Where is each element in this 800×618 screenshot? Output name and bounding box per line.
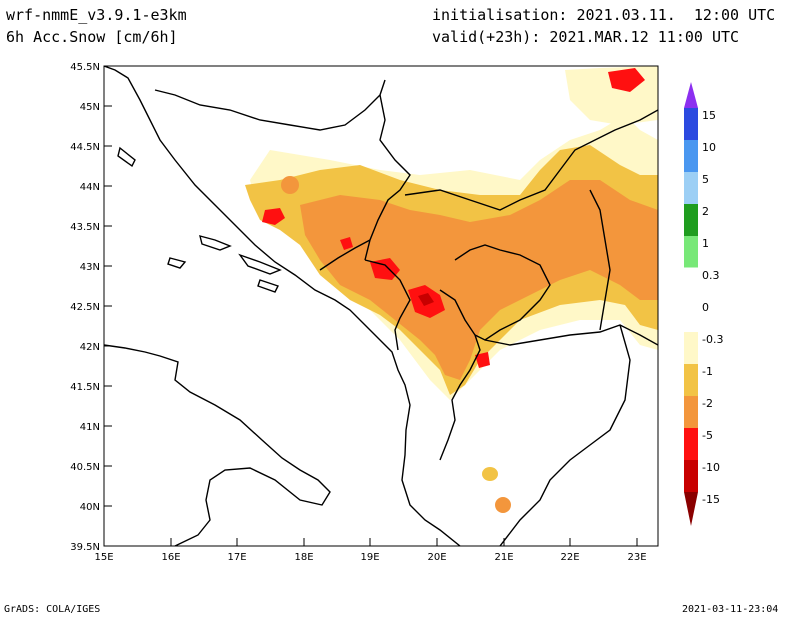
- lon-label: 16E: [161, 552, 180, 563]
- lat-label: 41.5N: [70, 382, 100, 393]
- colorbar-swatch-minus-0.3: [684, 332, 698, 364]
- lat-label: 42.5N: [70, 302, 100, 313]
- lon-label: 22E: [560, 552, 579, 563]
- island-3: [238, 253, 282, 275]
- snow-spot-c: [281, 176, 299, 194]
- lon-label: 19E: [360, 552, 379, 563]
- albania-macedonia-border: [439, 289, 481, 461]
- colorbar-label: 1: [702, 237, 709, 250]
- lon-labels: 15E 16E 17E 18E 19E 20E 21E 22E 23E: [94, 552, 646, 563]
- colorbar-labels: 15 10 5 2 1 0.3 0 -0.3 -1 -2 -5 -10 -15: [702, 109, 723, 506]
- lat-label: 43N: [80, 262, 100, 273]
- colorbar-arrow-top: [684, 82, 698, 108]
- map-boundaries: [104, 66, 658, 546]
- adriatic-east-coastline: [104, 66, 461, 546]
- lat-ticks: [104, 65, 112, 547]
- island-1: [117, 146, 136, 168]
- colorbar-label: -10: [702, 461, 720, 474]
- lat-label: 40.5N: [70, 462, 100, 473]
- snow-patch-minus-5-a: [262, 208, 285, 225]
- colorbar-label: 10: [702, 141, 716, 154]
- snow-band-minus-2: [300, 180, 658, 380]
- lat-label: 40N: [80, 502, 100, 513]
- lat-label: 45N: [80, 102, 100, 113]
- serbia-bulgaria-border: [589, 189, 611, 331]
- island-2: [199, 235, 232, 251]
- greece-coastline: [499, 324, 631, 546]
- colorbar-swatch-minus-10: [684, 460, 698, 492]
- snow-patch-minus-5-f: [475, 352, 490, 368]
- colorbar-label: 5: [702, 173, 709, 186]
- colorbar-swatch-2: [684, 204, 698, 236]
- island-5: [167, 257, 187, 269]
- snow-patch-minus-5-d: [608, 68, 645, 92]
- colorbar-label: -0.3: [702, 333, 723, 346]
- lat-label: 41N: [80, 422, 100, 433]
- lat-label: 44N: [80, 182, 100, 193]
- lat-label: 42N: [80, 342, 100, 353]
- lon-label: 20E: [427, 552, 446, 563]
- lon-label: 21E: [494, 552, 513, 563]
- colorbar-label: -5: [702, 429, 713, 442]
- colorbar-label: -2: [702, 397, 713, 410]
- footer-credit: GrADS: COLA/IGES: [4, 604, 101, 615]
- snow-patch-minus-10: [418, 293, 434, 306]
- lat-label: 44.5N: [70, 142, 100, 153]
- footer-timestamp: 2021-03-11-23:04: [682, 604, 779, 615]
- lat-label: 39.5N: [70, 542, 100, 553]
- colorbar-arrow-bottom: [684, 492, 698, 526]
- montenegro-albania-border: [364, 259, 411, 351]
- lon-label: 18E: [294, 552, 313, 563]
- initialisation-time: initialisation: 2021.03.11. 12:00 UTC: [432, 6, 776, 24]
- colorbar-swatch-minus-1: [684, 364, 698, 396]
- lat-label: 43.5N: [70, 222, 100, 233]
- lon-label: 23E: [627, 552, 646, 563]
- island-4: [257, 279, 279, 293]
- bosnia-serbia-border: [364, 94, 411, 261]
- croatia-border-north: [154, 79, 386, 131]
- serbia-romania-border: [404, 109, 658, 211]
- colorbar-label: 15: [702, 109, 716, 122]
- lon-ticks: [103, 538, 638, 546]
- valid-time: valid(+23h): 2021.MAR.12 11:00 UTC: [432, 28, 740, 46]
- snow-spot-b: [495, 497, 511, 513]
- lon-label: 17E: [227, 552, 246, 563]
- colorbar-label: 0: [702, 301, 709, 314]
- colorbar-label: 2: [702, 205, 709, 218]
- colorbar-swatch-1: [684, 236, 698, 268]
- variable-title: 6h Acc.Snow [cm/6h]: [6, 28, 178, 46]
- colorbar-label: 0.3: [702, 269, 720, 282]
- colorbar-swatch-minus-2: [684, 396, 698, 428]
- model-title: wrf-nmmE_v3.9.1-e3km: [6, 6, 187, 24]
- color-bar: [683, 82, 699, 526]
- lon-label: 15E: [94, 552, 113, 563]
- colorbar-swatch-15: [684, 108, 698, 140]
- snow-field: [245, 66, 658, 513]
- kosovo-border: [454, 244, 551, 341]
- colorbar-label: -15: [702, 493, 720, 506]
- lat-labels: 45.5N 45N 44.5N 44N 43.5N 43N 42.5N 42N …: [70, 62, 100, 553]
- lat-label: 45.5N: [70, 62, 100, 73]
- colorbar-swatch-5: [684, 172, 698, 204]
- colorbar-swatch-minus-5: [684, 428, 698, 460]
- colorbar-swatch-10: [684, 140, 698, 172]
- snow-spot-a: [482, 467, 498, 481]
- italy-coastline: [104, 344, 331, 546]
- colorbar-label: -1: [702, 365, 713, 378]
- colorbar-swatch-0: [683, 267, 699, 333]
- macedonia-greece-border: [484, 324, 658, 346]
- bosnia-montenegro-border: [319, 239, 371, 271]
- snow-patch-minus-5-e: [340, 237, 353, 250]
